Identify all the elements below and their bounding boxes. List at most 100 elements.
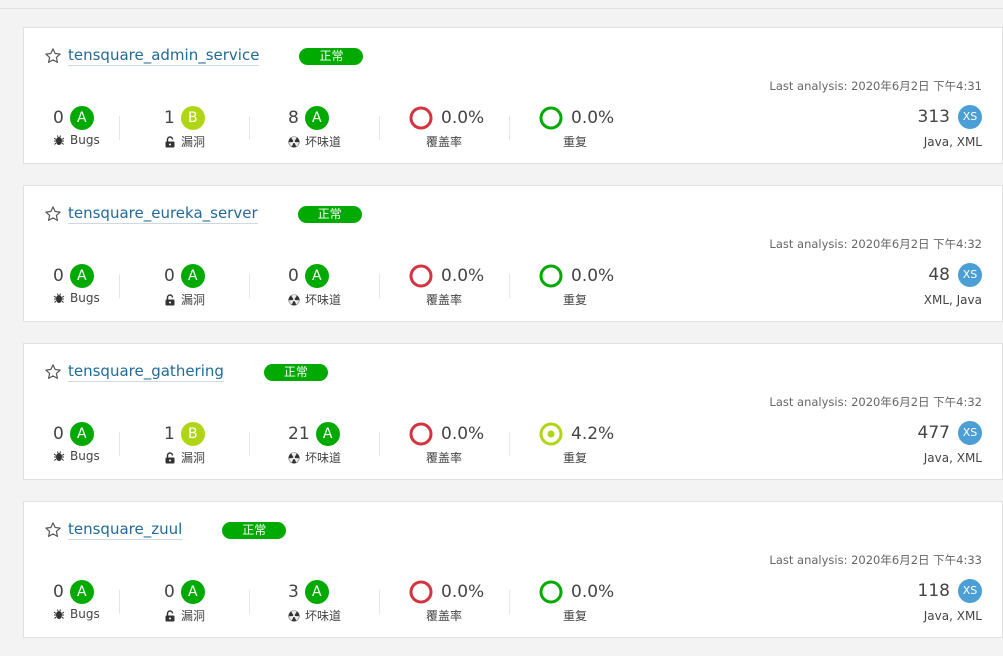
duplications-value[interactable]: 0.0% — [571, 266, 615, 286]
bugs-label: Bugs — [70, 607, 100, 621]
favorite-star-icon[interactable] — [44, 47, 62, 65]
code-smells-rating: A — [304, 264, 329, 288]
duplications-value[interactable]: 0.0% — [571, 108, 615, 128]
lines-of-code-value[interactable]: 118 — [917, 581, 950, 601]
duplications-measure[interactable]: 0.0% 重复 — [539, 103, 659, 153]
project-card: tensquare_admin_service 正常 Last analysis… — [23, 27, 1003, 164]
vulnerabilities-value[interactable]: 1 — [164, 108, 175, 128]
favorite-star-icon[interactable] — [44, 363, 62, 381]
bugs-label: Bugs — [70, 449, 100, 463]
size-measure[interactable]: 313 XS Java, XML — [862, 103, 982, 153]
radiation-icon — [288, 610, 300, 622]
vulnerabilities-value[interactable]: 0 — [164, 582, 175, 602]
measure-divider — [379, 590, 380, 614]
code-smells-rating: A — [315, 422, 340, 446]
quality-gate-badge: 正常 — [263, 363, 328, 381]
project-name-link[interactable]: tensquare_admin_service — [68, 46, 260, 66]
measure-divider — [119, 590, 120, 614]
favorite-star-icon[interactable] — [44, 205, 62, 223]
measure-divider — [509, 432, 510, 456]
duplications-measure[interactable]: 0.0% 重复 — [539, 261, 659, 311]
favorite-star-icon[interactable] — [44, 521, 62, 539]
lines-of-code-value[interactable]: 477 — [917, 423, 950, 443]
coverage-value[interactable]: 0.0% — [441, 424, 485, 444]
size-measure[interactable]: 48 XS XML, Java — [862, 261, 982, 311]
unlock-icon — [164, 293, 176, 306]
size-rating: XS — [958, 105, 982, 129]
size-rating: XS — [958, 263, 982, 287]
bugs-value[interactable]: 0 — [53, 266, 64, 286]
size-measure[interactable]: 477 XS Java, XML — [862, 419, 982, 469]
vulnerabilities-value[interactable]: 0 — [164, 266, 175, 286]
lines-of-code-value[interactable]: 48 — [928, 265, 950, 285]
project-header: tensquare_admin_service 正常 — [44, 44, 364, 68]
coverage-value[interactable]: 0.0% — [441, 108, 485, 128]
vulnerabilities-label: 漏洞 — [181, 609, 206, 623]
quality-gate-badge: 正常 — [222, 521, 287, 539]
last-analysis-date: Last analysis: 2020年6月2日 下午4:31 — [769, 79, 982, 93]
languages-label: Java, XML — [923, 451, 982, 465]
size-rating: XS — [958, 579, 982, 603]
bug-icon — [53, 608, 65, 620]
coverage-measure[interactable]: 0.0% 覆盖率 — [409, 261, 529, 311]
measure-divider — [119, 116, 120, 140]
vulnerabilities-rating: B — [180, 422, 205, 446]
duplications-value[interactable]: 0.0% — [571, 582, 615, 602]
coverage-label: 覆盖率 — [426, 609, 463, 623]
code-smells-value[interactable]: 8 — [288, 108, 299, 128]
duplications-label: 重复 — [563, 609, 588, 623]
code-smells-value[interactable]: 21 — [288, 424, 310, 444]
project-card: tensquare_gathering 正常 Last analysis: 20… — [23, 343, 1003, 480]
coverage-value[interactable]: 0.0% — [441, 266, 485, 286]
coverage-measure[interactable]: 0.0% 覆盖率 — [409, 103, 529, 153]
vulnerabilities-rating: A — [180, 264, 205, 288]
bugs-rating: A — [69, 422, 94, 446]
code-smells-value[interactable]: 3 — [288, 582, 299, 602]
duplications-value[interactable]: 4.2% — [571, 424, 615, 444]
bugs-value[interactable]: 0 — [53, 424, 64, 444]
project-name-link[interactable]: tensquare_eureka_server — [68, 204, 258, 224]
radiation-icon — [288, 452, 300, 464]
duplications-ring-icon — [539, 106, 563, 130]
size-measure[interactable]: 118 XS Java, XML — [862, 577, 982, 627]
project-card: tensquare_zuul 正常 Last analysis: 2020年6月… — [23, 501, 1003, 638]
quality-gate-badge: 正常 — [299, 47, 364, 65]
vulnerabilities-rating: B — [180, 106, 205, 130]
measure-divider — [249, 590, 250, 614]
radiation-icon — [288, 294, 300, 306]
project-name-link[interactable]: tensquare_zuul — [68, 520, 183, 540]
bugs-value[interactable]: 0 — [53, 582, 64, 602]
duplications-measure[interactable]: 0.0% 重复 — [539, 577, 659, 627]
coverage-label: 覆盖率 — [426, 293, 463, 307]
unlock-icon — [164, 609, 176, 622]
coverage-measure[interactable]: 0.0% 覆盖率 — [409, 419, 529, 469]
unlock-icon — [164, 451, 176, 464]
project-header: tensquare_gathering 正常 — [44, 360, 328, 384]
bug-icon — [53, 134, 65, 146]
coverage-value[interactable]: 0.0% — [441, 582, 485, 602]
lines-of-code-value[interactable]: 313 — [917, 107, 950, 127]
code-smells-measure[interactable]: 21 A 坏味道 — [288, 419, 408, 469]
duplications-ring-icon — [539, 580, 563, 604]
duplications-measure[interactable]: 4.2% 重复 — [539, 419, 659, 469]
measure-divider — [249, 274, 250, 298]
project-name-link[interactable]: tensquare_gathering — [68, 362, 224, 382]
vulnerabilities-value[interactable]: 1 — [164, 424, 175, 444]
code-smells-value[interactable]: 0 — [288, 266, 299, 286]
measure-divider — [509, 116, 510, 140]
bugs-value[interactable]: 0 — [53, 108, 64, 128]
code-smells-label: 坏味道 — [305, 293, 342, 307]
coverage-label: 覆盖率 — [426, 451, 463, 465]
coverage-measure[interactable]: 0.0% 覆盖率 — [409, 577, 529, 627]
